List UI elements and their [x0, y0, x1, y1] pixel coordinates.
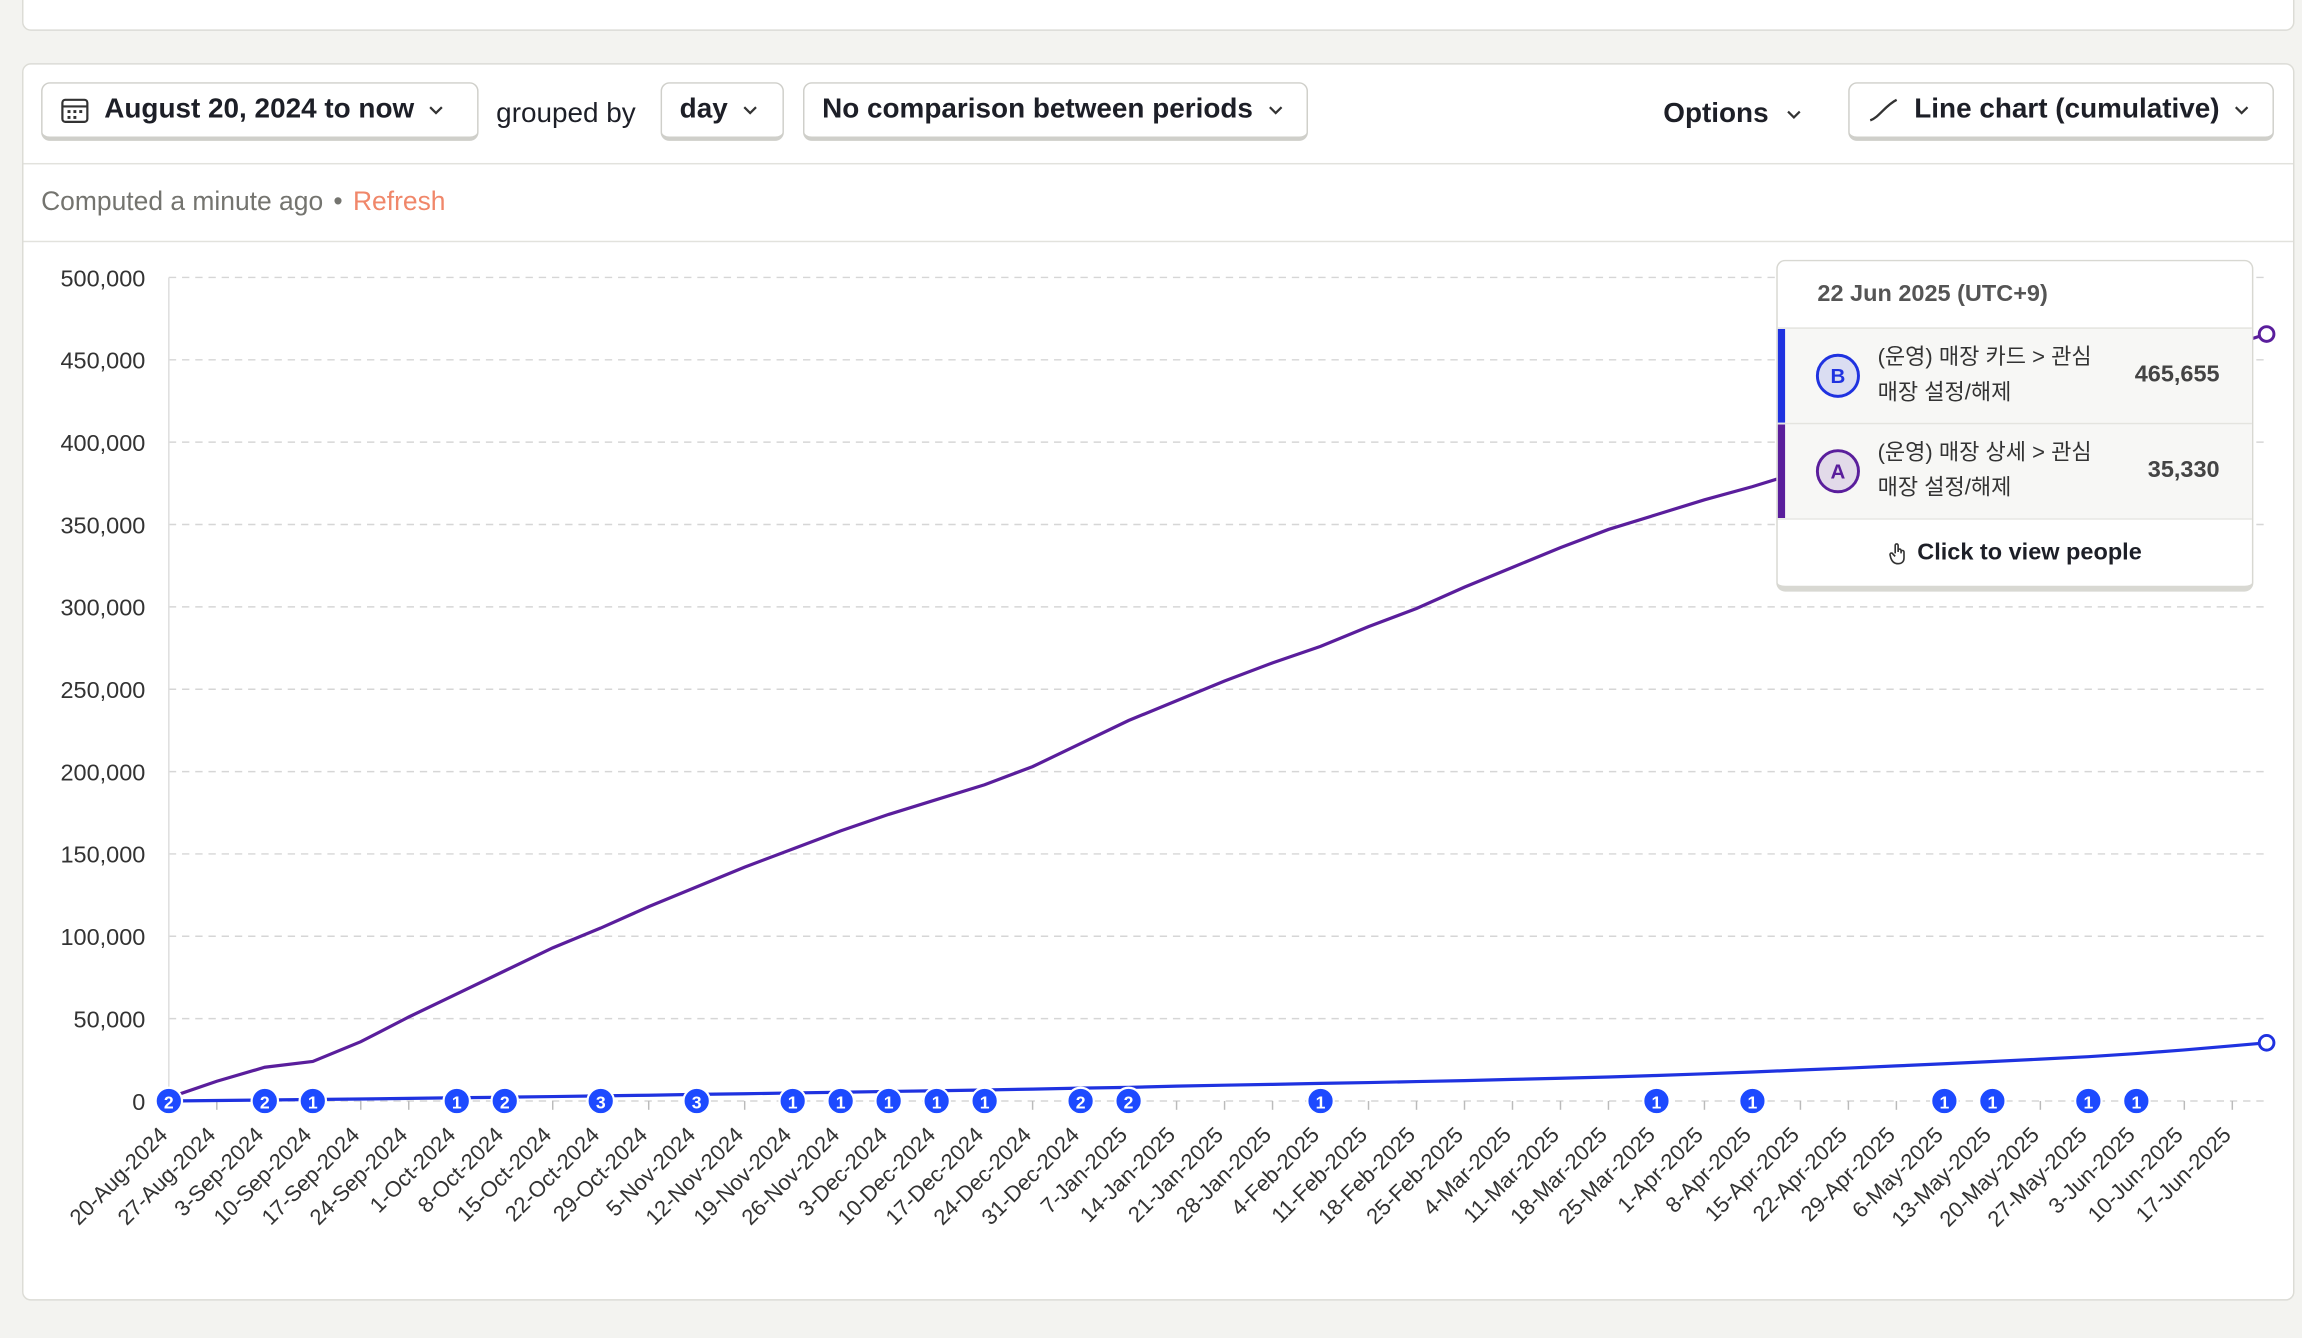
annotation-badge	[1738, 1086, 1767, 1116]
annotation-count: 1	[1987, 1092, 1997, 1112]
annotation-count: 1	[884, 1092, 894, 1112]
y-tick-label: 50,000	[74, 1006, 146, 1032]
annotation-count: 2	[260, 1092, 270, 1112]
annotation-count: 1	[2083, 1092, 2093, 1112]
top-card	[22, 0, 2295, 31]
annotation-count: 2	[500, 1092, 510, 1112]
date-range-label: August 20, 2024 to now	[104, 93, 415, 125]
annotation-count: 1	[308, 1092, 318, 1112]
series-name: (운영) 매장 카드 > 관심매장 설정/해제	[1877, 344, 2092, 406]
divider	[23, 162, 2294, 165]
chevron	[1786, 110, 1801, 119]
separator: •	[333, 186, 343, 216]
annotation-badge	[778, 1086, 807, 1116]
series-value: 465,655	[2134, 362, 2220, 388]
chevron	[429, 106, 443, 115]
annotation-badge	[1642, 1086, 1671, 1116]
y-tick-label: 300,000	[60, 595, 145, 621]
series-point	[2257, 1034, 2276, 1052]
comparison-button[interactable]: No comparison between periods	[802, 82, 1308, 141]
line-icon	[1869, 98, 1898, 122]
series-line	[168, 1041, 2267, 1103]
calendar-icon	[61, 98, 89, 123]
annotation-count: 1	[980, 1092, 990, 1112]
grouped-by-label: grouped by	[496, 98, 636, 130]
annotation-badge	[586, 1086, 616, 1116]
interval-button[interactable]: day	[660, 82, 784, 141]
chevron	[743, 106, 757, 115]
annotation-count: 1	[1316, 1092, 1326, 1112]
chevron	[1268, 106, 1282, 115]
y-tick-label: 400,000	[60, 430, 145, 456]
y-tick-label: 0	[132, 1089, 145, 1115]
annotation-badge	[250, 1086, 280, 1116]
series-value: 35,330	[2147, 458, 2220, 483]
annotation-badge	[970, 1086, 999, 1116]
divider	[23, 240, 2294, 243]
annotation-count: 1	[452, 1092, 462, 1112]
y-tick-label: 250,000	[60, 677, 145, 703]
tooltip-date: 22 Jun 2025 (UTC+9)	[1817, 281, 2048, 307]
annotation-badge	[682, 1086, 712, 1116]
series-badge: A	[1815, 449, 1860, 494]
tooltip-footer[interactable]: Click to view people	[1777, 518, 2252, 586]
annotation-badge	[874, 1086, 903, 1116]
annotation-count: 1	[2131, 1092, 2141, 1112]
options-button[interactable]: Options	[1663, 98, 1801, 130]
tooltip-footer-text: Click to view people	[1917, 539, 2142, 565]
series-badge: B	[1815, 353, 1860, 398]
annotation-badge	[1114, 1086, 1143, 1116]
refresh-link[interactable]: Refresh	[352, 186, 446, 216]
chevron	[2234, 106, 2249, 115]
annotation-count: 1	[1939, 1092, 1949, 1112]
annotation-badge	[1978, 1086, 2007, 1116]
annotation-badge	[490, 1086, 520, 1116]
annotation-count: 1	[836, 1092, 846, 1112]
annotation-count: 1	[932, 1092, 942, 1112]
tooltip-rows: B (운영) 매장 카드 > 관심매장 설정/해제 465,655 A (운영) 매장 …	[1777, 327, 2252, 519]
annotation-count: 3	[596, 1092, 606, 1112]
annotation-badge	[1930, 1086, 1959, 1116]
annotation-badge	[2122, 1086, 2151, 1116]
annotation-badge	[1306, 1086, 1335, 1116]
comparison-label: No comparison between periods	[822, 93, 1253, 125]
annotation-badge	[826, 1086, 855, 1116]
annotation-count: 1	[1652, 1092, 1662, 1112]
series-name: (운영) 매장 상세 > 관심매장 설정/해제	[1877, 440, 2092, 501]
annotation-badge	[1066, 1086, 1095, 1116]
annotation-count: 2	[164, 1092, 174, 1112]
interval-label: day	[679, 93, 728, 125]
y-tick-label: 500,000	[60, 265, 145, 291]
y-tick-label: 450,000	[60, 348, 145, 374]
annotation-badge	[154, 1086, 184, 1116]
date-range-button[interactable]: August 20, 2024 to now	[41, 82, 479, 141]
hand-icon	[1889, 542, 1905, 564]
computed-text: Computed a minute ago	[41, 186, 324, 216]
annotation-count: 2	[1076, 1092, 1086, 1112]
tooltip: 22 Jun 2025 (UTC+9) B (운영) 매장 카드 > 관심매장 설…	[1776, 259, 2254, 592]
status-line: Computed a minute ago • Refresh	[41, 186, 445, 217]
annotation-badge	[442, 1086, 472, 1116]
annotation-badge	[298, 1086, 328, 1116]
annotation-count: 2	[1124, 1092, 1134, 1112]
series-point	[2257, 325, 2276, 343]
chart-type-button[interactable]: Line chart (cumulative)	[1848, 82, 2274, 141]
annotation-count: 1	[788, 1092, 798, 1112]
y-tick-label: 100,000	[60, 924, 145, 950]
options-label: Options	[1663, 98, 1769, 130]
y-tick-label: 350,000	[60, 512, 145, 538]
y-tick-label: 200,000	[60, 759, 145, 785]
annotation-badge	[2074, 1086, 2103, 1116]
annotation-count: 3	[692, 1092, 702, 1112]
chart-type-label: Line chart (cumulative)	[1914, 93, 2220, 125]
tooltip-row: B (운영) 매장 카드 > 관심매장 설정/해제 465,655	[1777, 327, 2252, 423]
annotation-count: 1	[1748, 1092, 1758, 1112]
y-tick-label: 150,000	[60, 842, 145, 868]
tooltip-row: A (운영) 매장 상세 > 관심매장 설정/해제 35,330	[1777, 422, 2252, 519]
annotation-badge	[922, 1086, 951, 1116]
